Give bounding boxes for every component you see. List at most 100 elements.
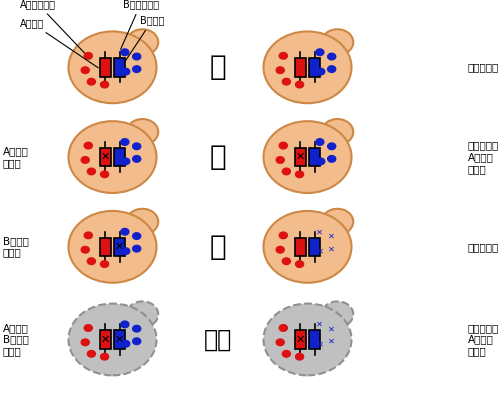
Circle shape [81, 157, 90, 163]
Circle shape [121, 321, 129, 328]
Text: 化合物あり: 化合物あり [468, 242, 499, 252]
Circle shape [132, 233, 140, 239]
Bar [294, 330, 306, 349]
Circle shape [296, 171, 304, 177]
Text: Aタンパク質: Aタンパク質 [20, 0, 84, 53]
Circle shape [316, 158, 324, 165]
Text: ✕: ✕ [317, 247, 324, 256]
Text: ✕: ✕ [328, 244, 335, 253]
Circle shape [81, 246, 90, 253]
Circle shape [122, 68, 130, 75]
Text: ✕: ✕ [101, 335, 110, 344]
Bar [100, 330, 111, 349]
Text: ✕: ✕ [316, 227, 324, 236]
Circle shape [328, 143, 336, 150]
Circle shape [316, 49, 324, 55]
Circle shape [322, 302, 354, 327]
Circle shape [322, 209, 354, 235]
Text: ✕: ✕ [316, 320, 324, 329]
Circle shape [282, 78, 290, 85]
Circle shape [296, 353, 304, 360]
Circle shape [132, 155, 140, 162]
Circle shape [121, 49, 129, 55]
Circle shape [88, 258, 96, 264]
Circle shape [132, 66, 140, 72]
Text: 化合物なし: 化合物なし [468, 62, 499, 72]
Circle shape [122, 158, 130, 165]
Text: ✕: ✕ [296, 335, 305, 344]
Circle shape [328, 66, 336, 72]
Bar [309, 148, 320, 166]
Circle shape [276, 157, 284, 163]
Text: ✕: ✕ [328, 232, 335, 241]
Text: ✕: ✕ [101, 152, 110, 162]
Circle shape [264, 304, 352, 375]
Circle shape [122, 340, 130, 347]
Circle shape [322, 29, 354, 55]
Text: ✕: ✕ [317, 339, 324, 348]
Circle shape [100, 171, 108, 177]
Circle shape [126, 29, 158, 55]
Circle shape [68, 211, 156, 283]
Text: ✕: ✕ [296, 152, 305, 162]
Circle shape [88, 350, 96, 357]
Text: 生: 生 [209, 233, 226, 261]
Text: ✕: ✕ [115, 242, 124, 252]
Circle shape [322, 119, 354, 145]
Circle shape [88, 78, 96, 85]
Text: ✕: ✕ [115, 335, 124, 344]
Bar [309, 237, 320, 256]
Circle shape [282, 258, 290, 264]
Circle shape [276, 339, 284, 346]
Circle shape [276, 67, 284, 73]
Circle shape [276, 246, 284, 253]
Circle shape [126, 302, 158, 327]
Circle shape [132, 338, 140, 344]
Bar [294, 148, 306, 166]
Circle shape [84, 325, 92, 331]
Circle shape [316, 139, 324, 145]
Text: 生: 生 [209, 143, 226, 171]
Circle shape [328, 155, 336, 162]
Circle shape [84, 53, 92, 59]
Circle shape [84, 142, 92, 149]
Bar [309, 330, 320, 349]
Circle shape [282, 168, 290, 175]
Text: 化合物あり
A遺伝子
破壊株: 化合物あり A遺伝子 破壊株 [468, 323, 499, 356]
Bar [100, 237, 111, 256]
Circle shape [132, 326, 140, 332]
Circle shape [68, 121, 156, 193]
Circle shape [122, 248, 130, 255]
Circle shape [280, 53, 287, 59]
Circle shape [84, 232, 92, 239]
Text: ✕: ✕ [328, 324, 335, 333]
Circle shape [100, 261, 108, 267]
Bar [114, 330, 126, 349]
Circle shape [280, 142, 287, 149]
Bar [294, 58, 306, 77]
Text: B遺伝子: B遺伝子 [124, 16, 164, 63]
Text: ✕: ✕ [328, 337, 335, 346]
Bar [114, 58, 126, 77]
Text: Bタンパク質: Bタンパク質 [120, 0, 158, 49]
Circle shape [280, 232, 287, 239]
Circle shape [121, 228, 129, 235]
Circle shape [296, 81, 304, 88]
Circle shape [282, 350, 290, 357]
Circle shape [264, 121, 352, 193]
Circle shape [132, 53, 140, 60]
Circle shape [132, 143, 140, 150]
Circle shape [81, 67, 90, 73]
Text: A遺伝子
破壊株: A遺伝子 破壊株 [2, 146, 29, 168]
Circle shape [328, 53, 336, 60]
Circle shape [126, 119, 158, 145]
Bar [100, 58, 111, 77]
Circle shape [316, 68, 324, 75]
Bar [114, 148, 126, 166]
Text: 生: 生 [209, 53, 226, 81]
Text: A遺伝子
B遺伝子
破壊株: A遺伝子 B遺伝子 破壊株 [2, 323, 29, 356]
Circle shape [88, 168, 96, 175]
Circle shape [81, 339, 90, 346]
Circle shape [100, 353, 108, 360]
Bar [100, 148, 111, 166]
